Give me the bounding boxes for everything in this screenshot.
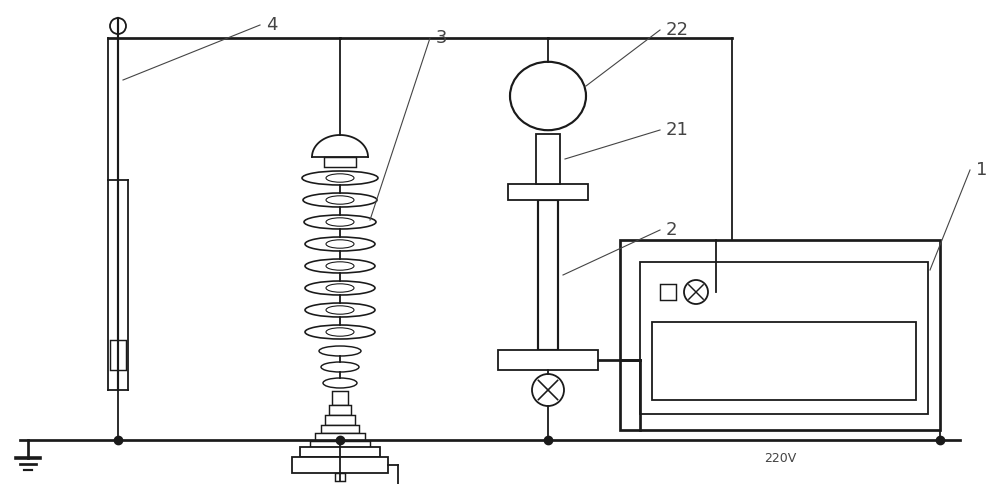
Bar (498, 350, 598, 370)
Circle shape (532, 374, 564, 406)
Bar (324, 157, 356, 167)
Text: 3: 3 (436, 29, 448, 47)
Ellipse shape (326, 328, 354, 336)
Text: 220V: 220V (764, 452, 796, 465)
Ellipse shape (326, 218, 354, 226)
Bar (538, 200, 558, 350)
Ellipse shape (510, 62, 586, 130)
Circle shape (110, 18, 126, 34)
Bar (300, 447, 380, 457)
Bar (315, 433, 365, 441)
Bar (335, 473, 345, 481)
Ellipse shape (305, 237, 375, 251)
Ellipse shape (326, 262, 354, 270)
Ellipse shape (326, 174, 354, 182)
Text: 21: 21 (666, 121, 689, 139)
Text: 22: 22 (666, 21, 689, 39)
Bar (332, 391, 348, 405)
Bar (660, 284, 676, 300)
Ellipse shape (304, 215, 376, 229)
Bar (310, 441, 370, 447)
Text: 4: 4 (266, 16, 278, 34)
Bar (652, 322, 916, 400)
Ellipse shape (305, 303, 375, 317)
Bar (536, 134, 560, 184)
Ellipse shape (302, 171, 378, 185)
Bar (620, 240, 940, 430)
Ellipse shape (326, 284, 354, 292)
Ellipse shape (326, 306, 354, 314)
Ellipse shape (326, 196, 354, 204)
Bar (325, 415, 355, 425)
Text: 1: 1 (976, 161, 987, 179)
Ellipse shape (319, 346, 361, 356)
Text: 2: 2 (666, 221, 678, 239)
Bar (329, 405, 351, 415)
Ellipse shape (321, 362, 359, 372)
Ellipse shape (303, 193, 377, 207)
Bar (110, 340, 126, 370)
Ellipse shape (305, 281, 375, 295)
Bar (508, 184, 588, 200)
Ellipse shape (305, 325, 375, 339)
Ellipse shape (326, 240, 354, 248)
Bar (640, 262, 928, 414)
Ellipse shape (305, 259, 375, 273)
Circle shape (684, 280, 708, 304)
Bar (292, 457, 388, 473)
Bar (321, 425, 359, 433)
Ellipse shape (323, 378, 357, 388)
